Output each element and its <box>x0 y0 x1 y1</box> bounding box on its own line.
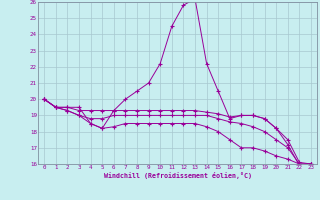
X-axis label: Windchill (Refroidissement éolien,°C): Windchill (Refroidissement éolien,°C) <box>104 172 252 179</box>
